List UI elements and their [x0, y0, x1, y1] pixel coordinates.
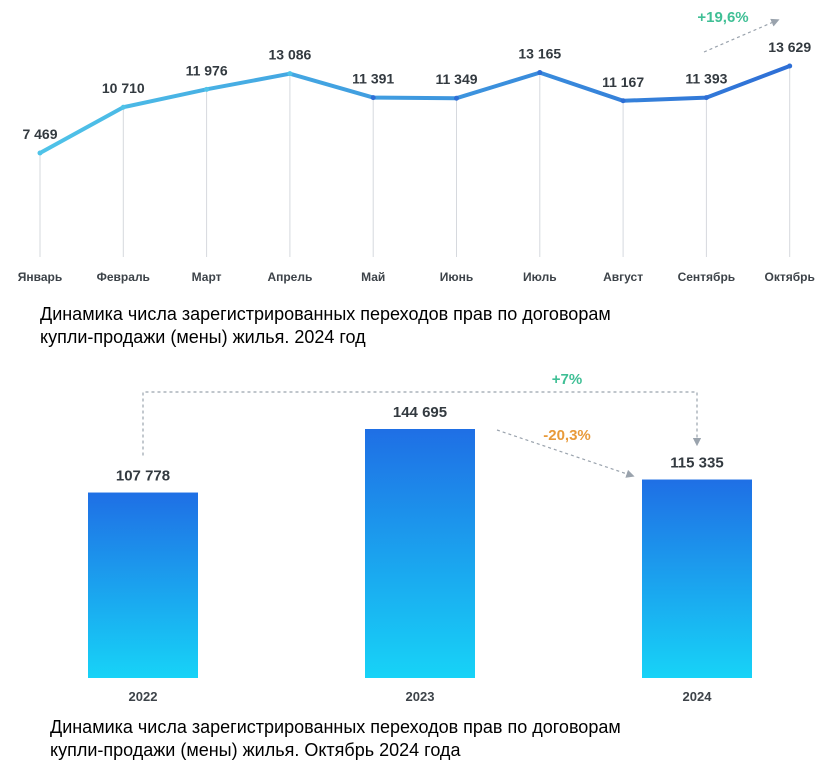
data-label: 13 086	[268, 47, 311, 63]
data-label: 13 629	[768, 39, 811, 55]
bar	[88, 492, 198, 678]
tick-label: Октябрь	[765, 270, 815, 284]
tick-label: Июнь	[440, 270, 474, 284]
tick-label: Март	[192, 270, 222, 284]
caption-line-2: купли-продажи (мены) жилья. 2024 год	[40, 327, 366, 347]
data-point	[537, 70, 543, 76]
last-change-annotation: -20,3%	[543, 427, 591, 444]
data-label: 11 393	[685, 71, 727, 87]
tick-label: Февраль	[97, 270, 150, 284]
trend-arrow	[703, 18, 780, 53]
data-point	[120, 104, 126, 110]
tick-label: 2023	[406, 689, 435, 704]
data-label: 11 976	[186, 62, 228, 78]
tick-label: Август	[603, 270, 643, 284]
data-label: 11 349	[435, 71, 477, 87]
caption-line-1: Динамика числа зарегистрированных перехо…	[40, 304, 611, 324]
data-label: 115 335	[670, 455, 723, 472]
tick-label: Январь	[18, 270, 62, 284]
data-label: 11 167	[602, 74, 644, 90]
series-line	[38, 64, 792, 155]
data-point	[703, 95, 709, 101]
caption-line-1: Динамика числа зарегистрированных перехо…	[50, 717, 621, 737]
tick-label: Апрель	[267, 270, 312, 284]
line-chart-2024: 7 469 10 710 11 976 13 086 11 391 11 349 13 16…	[18, 9, 815, 284]
bar	[642, 479, 752, 678]
data-point	[37, 150, 43, 156]
bar	[365, 429, 475, 678]
line-chart-caption: Динамика числа зарегистрированных перехо…	[40, 303, 611, 349]
data-point	[370, 95, 376, 101]
decline-arrow	[496, 429, 635, 478]
data-label: 13 165	[518, 46, 561, 62]
data-point	[287, 71, 293, 77]
data-point	[620, 98, 626, 104]
data-point	[787, 63, 793, 69]
total-change-bracket	[142, 391, 702, 456]
tick-label: 2022	[129, 689, 158, 704]
tick-label: 2024	[683, 689, 713, 704]
data-point	[454, 95, 459, 101]
data-label: 11 391	[352, 71, 394, 87]
data-label: 144 695	[393, 404, 447, 421]
data-label: 107 778	[116, 468, 170, 485]
total-change-annotation: +7%	[552, 371, 582, 388]
tick-label: Июль	[523, 270, 557, 284]
growth-annotation: +19,6%	[697, 9, 748, 26]
tick-label: Май	[361, 270, 385, 284]
data-label: 7 469	[22, 126, 57, 142]
caption-line-2: купли-продажи (мены) жилья. Октябрь 2024…	[50, 740, 461, 760]
data-label: 10 710	[102, 80, 145, 96]
tick-label: Сентябрь	[678, 270, 736, 284]
data-point	[204, 86, 210, 92]
bar-chart-caption: Динамика числа зарегистрированных перехо…	[50, 716, 621, 762]
